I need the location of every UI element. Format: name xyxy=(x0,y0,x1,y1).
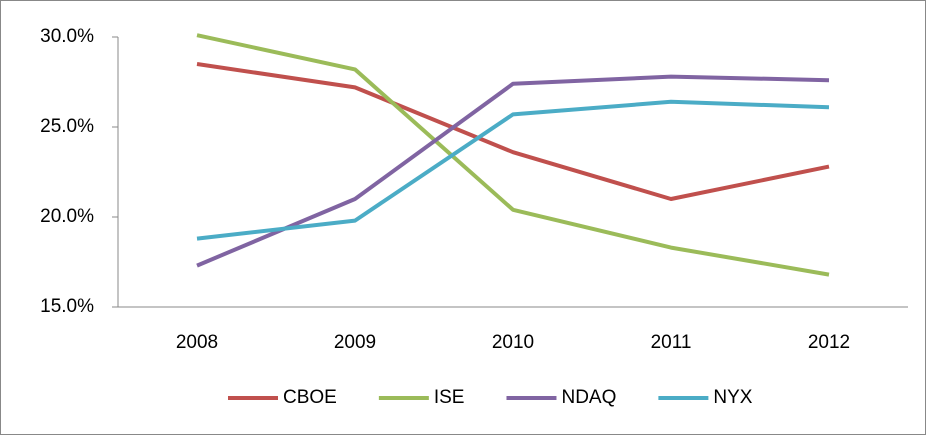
x-tick-label: 2010 xyxy=(492,332,534,353)
series-line xyxy=(196,74,830,268)
series-line xyxy=(196,99,830,241)
x-tick-label: 2012 xyxy=(808,332,850,353)
y-tick-label: 25.0% xyxy=(40,116,94,137)
y-tick-label: 15.0% xyxy=(40,296,94,317)
x-tick-label: 2011 xyxy=(651,332,692,353)
series-line xyxy=(196,62,830,201)
y-tick-label: 30.0% xyxy=(40,26,94,47)
x-tick-label: 2008 xyxy=(176,332,218,353)
x-tick-label: 2009 xyxy=(334,332,376,353)
series-line xyxy=(196,33,830,277)
legend-label: ISE xyxy=(434,387,465,408)
legend-label: NDAQ xyxy=(561,387,616,408)
legend-label: CBOE xyxy=(283,387,337,408)
legend-label: NYX xyxy=(713,387,752,408)
y-tick-label: 20.0% xyxy=(40,206,94,227)
